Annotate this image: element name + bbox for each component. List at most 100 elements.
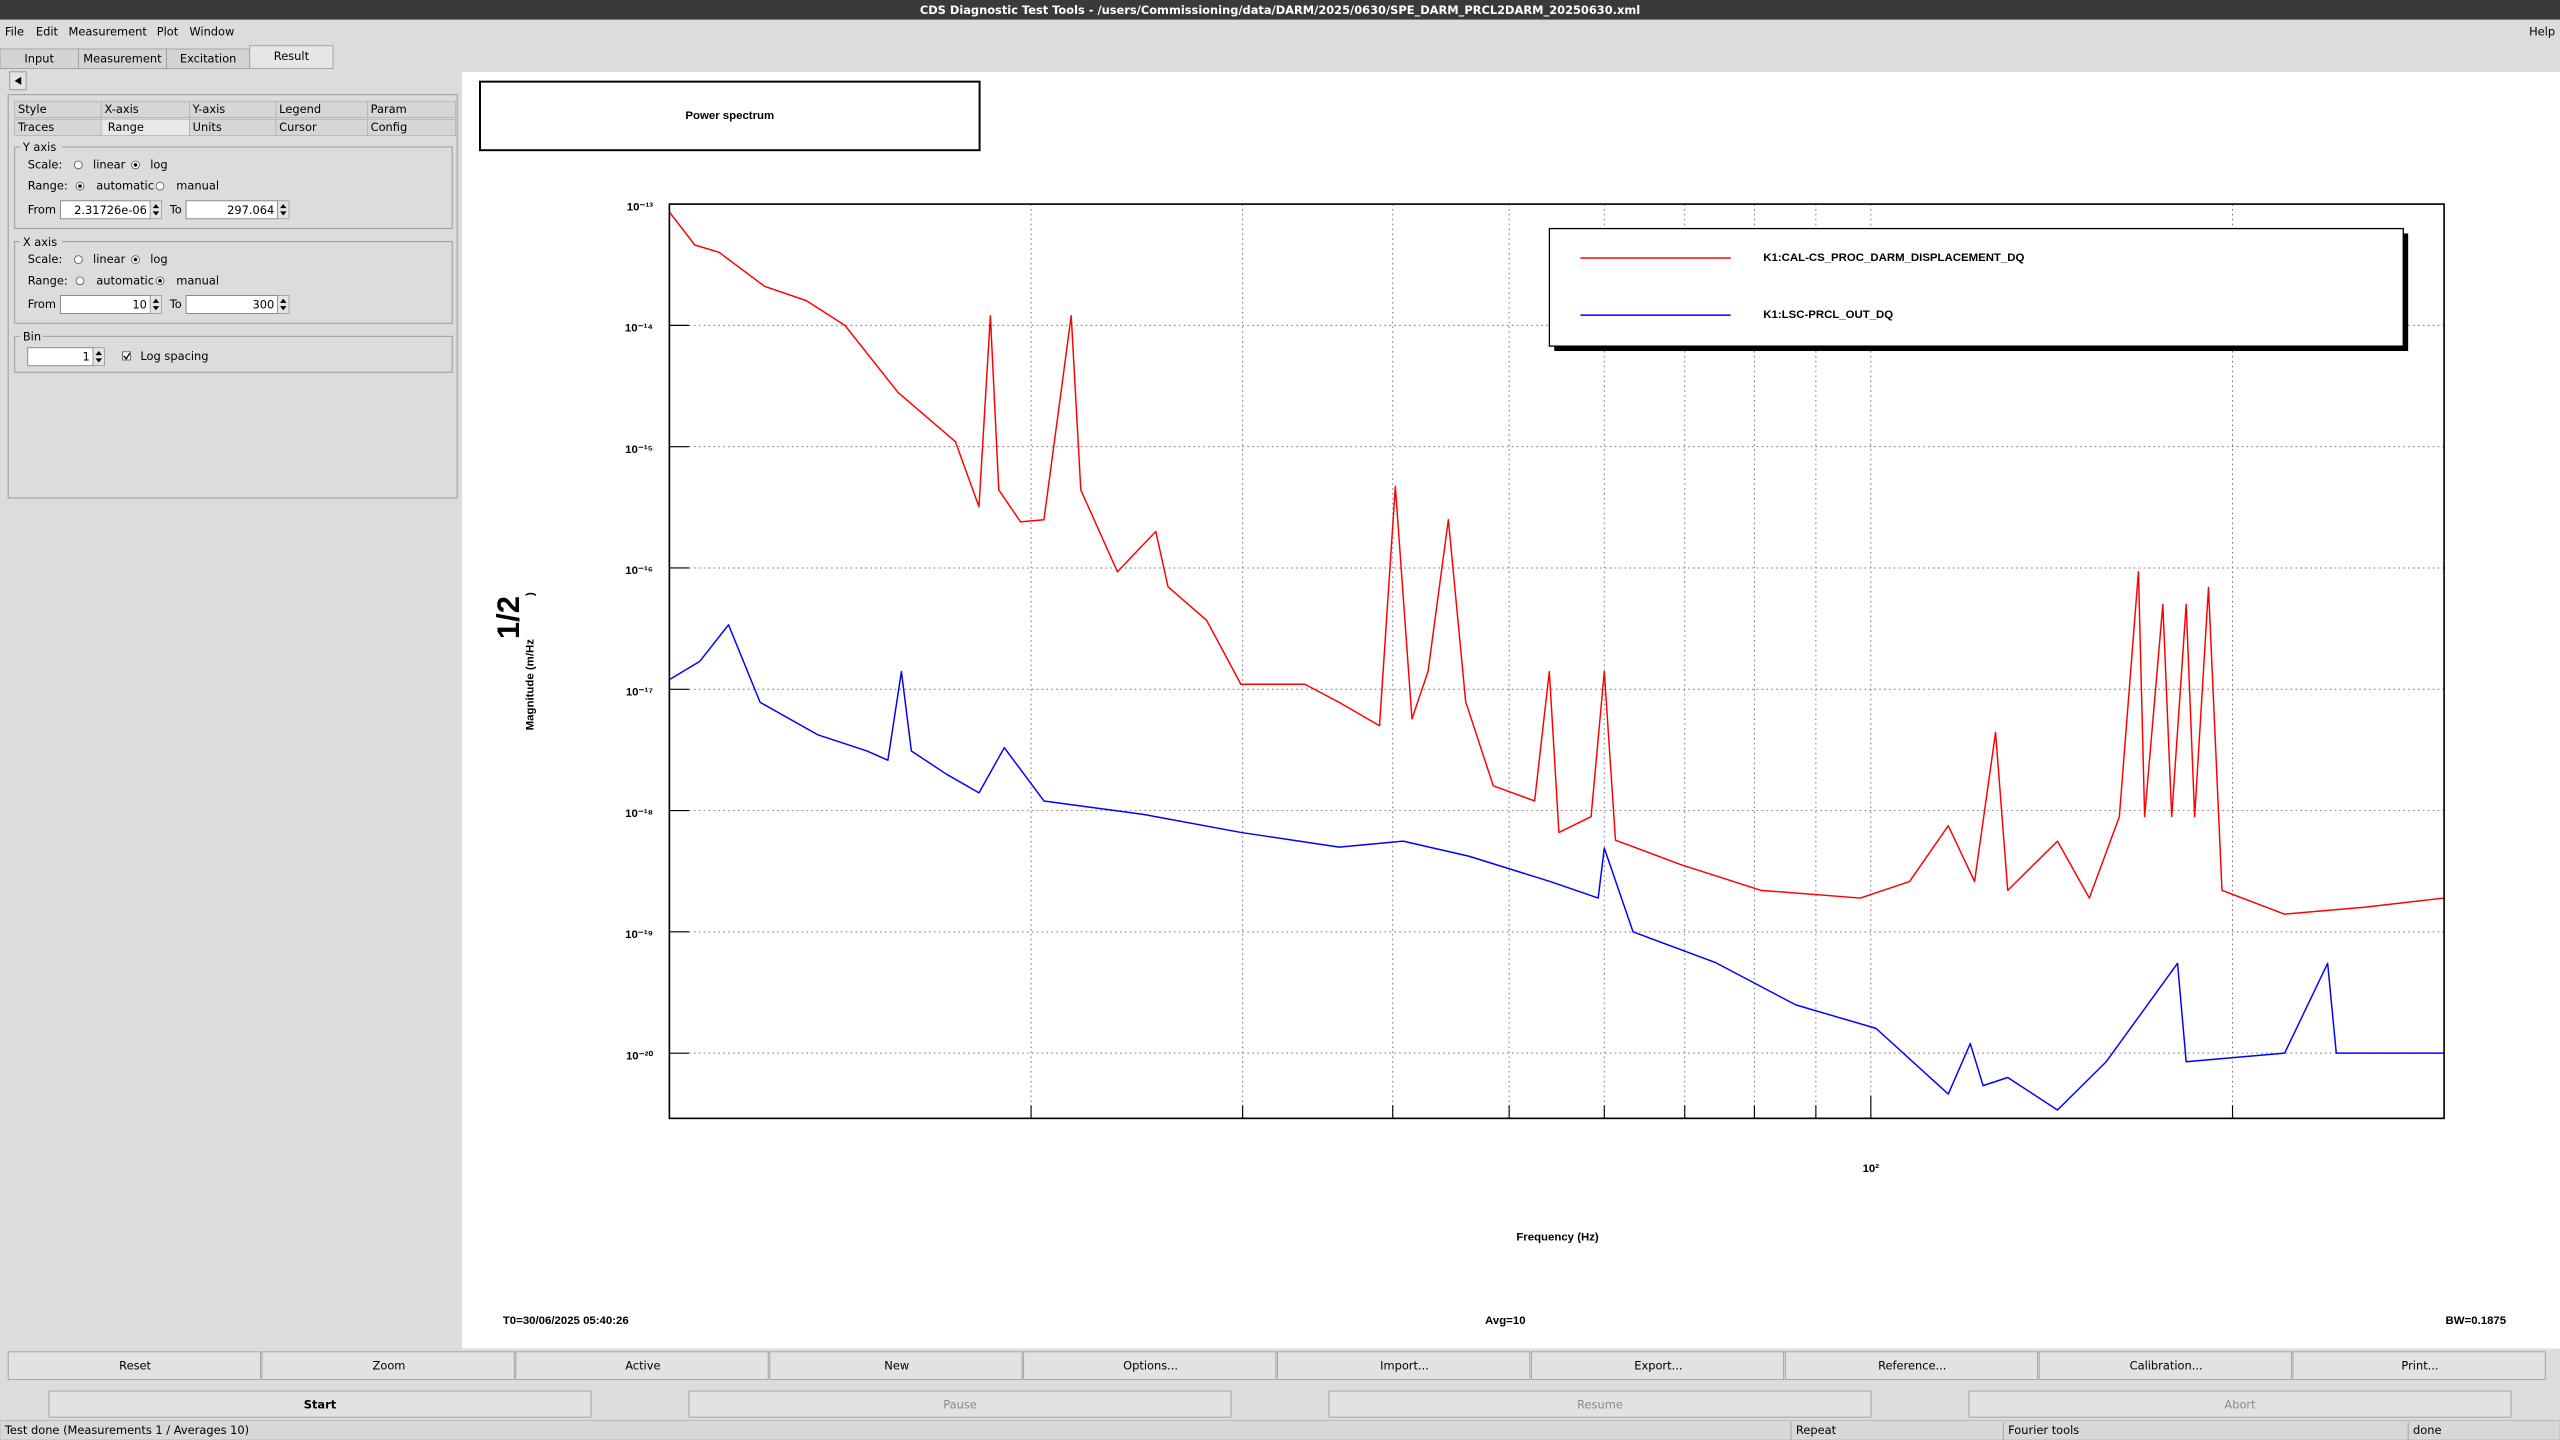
button[interactable] <box>515 1351 769 1380</box>
button-label[interactable]: Calibration... <box>2130 1359 2203 1373</box>
radio-label[interactable]: manual <box>176 179 219 193</box>
radio-label[interactable]: log <box>150 157 167 171</box>
checkbox-label[interactable]: Log spacing <box>140 349 208 363</box>
button[interactable] <box>1531 1351 1785 1380</box>
menu-item[interactable]: Edit <box>36 24 59 38</box>
options-tab[interactable] <box>367 100 456 118</box>
radio-dot <box>133 257 138 262</box>
help-menu[interactable]: Help <box>2529 24 2555 38</box>
button[interactable] <box>1277 1351 1531 1380</box>
button-label[interactable]: New <box>884 1359 909 1373</box>
button-label[interactable]: Active <box>625 1359 660 1373</box>
y-tick-label: 10⁻¹⁶ <box>625 565 653 577</box>
button[interactable] <box>1784 1351 2038 1380</box>
tab[interactable] <box>249 45 334 69</box>
control-label[interactable]: Resume <box>1577 1397 1623 1411</box>
input-value[interactable]: 300 <box>253 297 275 311</box>
radio-label[interactable]: automatic <box>96 179 154 193</box>
menu-item[interactable]: Window <box>189 24 234 38</box>
field-label: Scale: <box>28 252 63 266</box>
options-tab-label[interactable]: Style <box>18 102 47 116</box>
radio-label[interactable]: linear <box>93 252 126 266</box>
group-title-bg <box>19 142 63 152</box>
options-tab[interactable] <box>367 118 456 136</box>
button-label[interactable]: Zoom <box>373 1359 406 1373</box>
checkbox-check <box>123 352 131 360</box>
options-tab-label[interactable]: Config <box>371 120 408 134</box>
control-button[interactable] <box>1328 1390 1872 1418</box>
radio-button[interactable] <box>74 255 83 264</box>
input-value[interactable]: 2.31726e-06 <box>74 203 147 217</box>
options-tab-label[interactable]: Range <box>108 120 144 134</box>
spinner-arrows <box>152 204 160 216</box>
radio-label[interactable]: automatic <box>96 273 154 287</box>
radio-label[interactable]: linear <box>93 157 126 171</box>
button[interactable] <box>2292 1351 2546 1380</box>
button-label[interactable]: Export... <box>1634 1359 1682 1373</box>
radio-label[interactable]: log <box>150 252 167 266</box>
options-tab-label[interactable]: Traces <box>17 120 54 134</box>
group-box <box>14 241 453 324</box>
status-text: done <box>2413 1423 2441 1437</box>
control-label[interactable]: Abort <box>2224 1397 2256 1411</box>
spinner[interactable] <box>149 295 162 314</box>
spinner[interactable] <box>149 200 162 220</box>
x-tick-label: 10² <box>1863 1163 1880 1175</box>
series-line <box>669 624 2445 1111</box>
menu-item[interactable]: Plot <box>157 24 179 38</box>
field-label: To <box>169 297 182 311</box>
radio-button[interactable] <box>74 160 83 170</box>
options-tab-label[interactable]: Param <box>371 102 407 116</box>
options-tab-label[interactable]: Cursor <box>279 120 317 134</box>
control-label[interactable]: Pause <box>943 1397 977 1411</box>
options-tab-label[interactable]: Legend <box>279 102 321 116</box>
checkbox[interactable] <box>122 351 132 361</box>
options-tab-label[interactable]: Units <box>193 120 222 134</box>
button[interactable] <box>2038 1351 2292 1380</box>
button[interactable] <box>261 1351 515 1380</box>
input-value[interactable]: 297.064 <box>227 203 274 217</box>
tab-label[interactable]: Measurement <box>83 51 162 65</box>
control-button[interactable] <box>1968 1390 2512 1418</box>
button-label[interactable]: Options... <box>1123 1359 1178 1373</box>
input-value[interactable]: 1 <box>83 350 90 364</box>
radio-dot <box>78 184 82 188</box>
button-label[interactable]: Import... <box>1380 1359 1429 1373</box>
spinner[interactable] <box>277 295 290 314</box>
legend-label: K1:LSC-PRCL_OUT_DQ <box>1763 309 1893 321</box>
control-label[interactable]: Start <box>304 1397 337 1411</box>
field-label: Range: <box>28 273 68 287</box>
input-value[interactable]: 10 <box>132 297 147 311</box>
group-title-bg <box>19 236 63 247</box>
window-title: CDS Diagnostic Test Tools - /users/Commi… <box>920 3 1640 18</box>
radio-button[interactable] <box>155 181 165 191</box>
menu-item[interactable]: Measurement <box>69 24 148 38</box>
button[interactable] <box>1023 1351 1277 1380</box>
radio-button[interactable] <box>75 276 85 286</box>
button[interactable] <box>769 1351 1023 1380</box>
button-label[interactable]: Print... <box>2401 1359 2438 1373</box>
tab-label[interactable]: Input <box>24 51 54 65</box>
tab-label[interactable]: Excitation <box>180 51 237 65</box>
button-label[interactable]: Reset <box>119 1359 151 1373</box>
button[interactable] <box>7 1351 261 1380</box>
y-tick-label: 10⁻¹⁵ <box>625 444 653 456</box>
control-button[interactable] <box>688 1390 1232 1418</box>
control-button[interactable] <box>48 1390 592 1418</box>
tab-label[interactable]: Result <box>274 49 310 63</box>
options-tab-label[interactable]: X-axis <box>104 102 138 116</box>
spinner-arrows <box>280 204 287 216</box>
options-tab-label[interactable]: Y-axis <box>192 102 226 116</box>
spinner[interactable] <box>277 200 290 220</box>
spinner[interactable] <box>92 347 105 367</box>
radio-label[interactable]: manual <box>176 273 219 287</box>
status-text: Test done (Measurements 1 / Averages 10) <box>4 1423 249 1437</box>
radio-dot <box>133 163 138 167</box>
button-label[interactable]: Reference... <box>1878 1359 1946 1373</box>
group-title-bg <box>19 331 43 342</box>
group-box <box>14 335 453 373</box>
y-axis-label-sup: 1/2 <box>491 596 526 639</box>
menu-item[interactable]: File <box>5 24 24 38</box>
